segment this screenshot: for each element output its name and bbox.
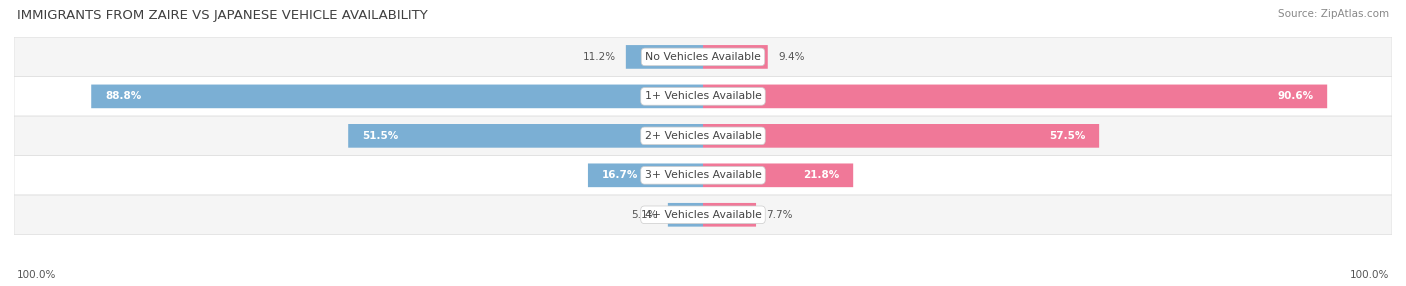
Text: 1+ Vehicles Available: 1+ Vehicles Available (644, 92, 762, 101)
FancyBboxPatch shape (703, 124, 1099, 148)
Text: 7.7%: 7.7% (766, 210, 793, 220)
Text: 90.6%: 90.6% (1277, 92, 1313, 101)
FancyBboxPatch shape (626, 45, 703, 69)
Text: 21.8%: 21.8% (803, 170, 839, 180)
FancyBboxPatch shape (703, 85, 1327, 108)
Text: Source: ZipAtlas.com: Source: ZipAtlas.com (1278, 9, 1389, 19)
FancyBboxPatch shape (91, 85, 703, 108)
Text: 2+ Vehicles Available: 2+ Vehicles Available (644, 131, 762, 141)
Text: 9.4%: 9.4% (778, 52, 804, 62)
Text: 4+ Vehicles Available: 4+ Vehicles Available (644, 210, 762, 220)
Text: No Vehicles Available: No Vehicles Available (645, 52, 761, 62)
Text: 11.2%: 11.2% (582, 52, 616, 62)
FancyBboxPatch shape (14, 156, 1392, 195)
FancyBboxPatch shape (14, 116, 1392, 156)
Text: IMMIGRANTS FROM ZAIRE VS JAPANESE VEHICLE AVAILABILITY: IMMIGRANTS FROM ZAIRE VS JAPANESE VEHICL… (17, 9, 427, 21)
FancyBboxPatch shape (703, 45, 768, 69)
FancyBboxPatch shape (14, 37, 1392, 77)
Text: 51.5%: 51.5% (361, 131, 398, 141)
FancyBboxPatch shape (14, 195, 1392, 235)
Text: 5.1%: 5.1% (631, 210, 658, 220)
Text: 88.8%: 88.8% (105, 92, 141, 101)
FancyBboxPatch shape (349, 124, 703, 148)
Text: 3+ Vehicles Available: 3+ Vehicles Available (644, 170, 762, 180)
FancyBboxPatch shape (14, 77, 1392, 116)
Text: 57.5%: 57.5% (1049, 131, 1085, 141)
FancyBboxPatch shape (668, 203, 703, 227)
FancyBboxPatch shape (703, 203, 756, 227)
FancyBboxPatch shape (703, 164, 853, 187)
FancyBboxPatch shape (588, 164, 703, 187)
Text: 100.0%: 100.0% (1350, 270, 1389, 280)
Text: 16.7%: 16.7% (602, 170, 638, 180)
Text: 100.0%: 100.0% (17, 270, 56, 280)
